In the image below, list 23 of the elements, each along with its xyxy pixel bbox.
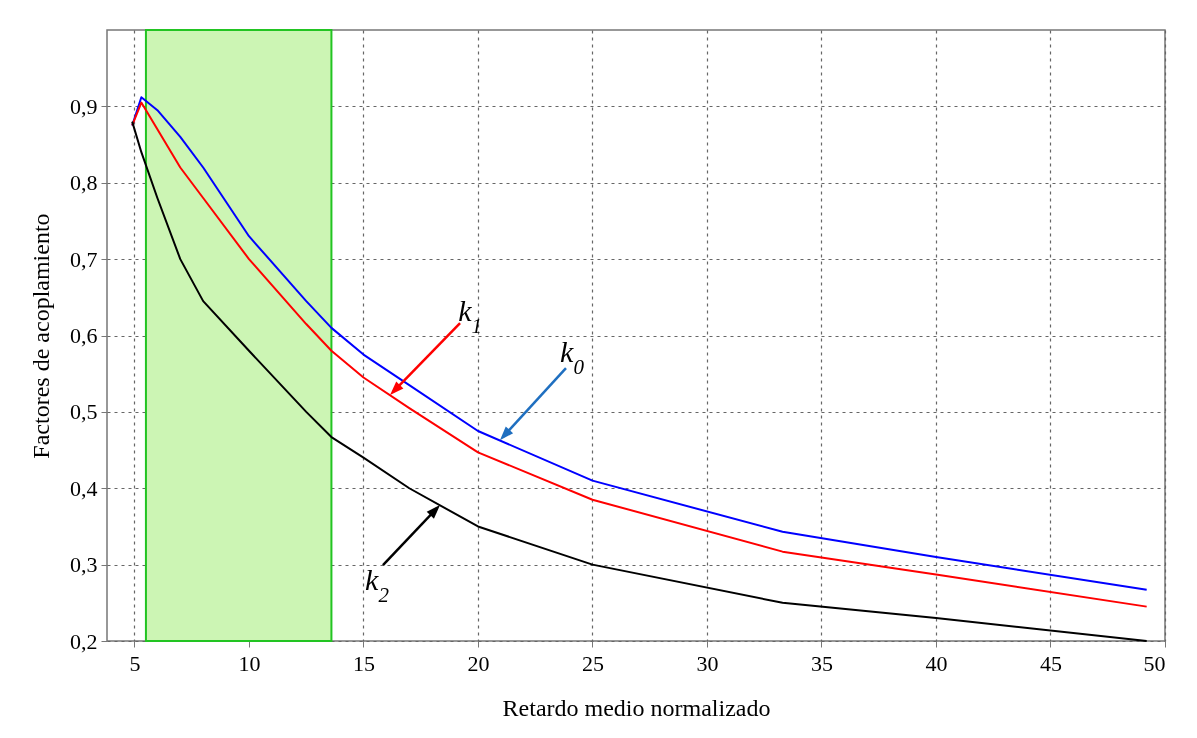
annotation: k$_{0}$ <box>560 335 585 380</box>
x-tick-label: 50 <box>1143 650 1166 676</box>
y-tick-label: 0,4 <box>70 475 98 501</box>
x-tick-label: 45 <box>1040 650 1062 676</box>
x-tick-label: 5 <box>129 650 141 676</box>
x-tick-label: 25 <box>581 650 604 676</box>
x-tick-label: 10 <box>238 650 261 676</box>
x-axis-title: Retardo medio normalizado <box>502 694 771 721</box>
y-tick-label: 0,3 <box>70 552 98 578</box>
y-tick-label: 0,6 <box>70 323 98 348</box>
y-tick-label: 0,5 <box>70 399 98 425</box>
y-tick-label: 0,9 <box>70 93 98 119</box>
annotation: k$_{1}$ <box>458 294 482 339</box>
x-tick-label: 20 <box>467 650 490 676</box>
x-tick-label: 15 <box>352 650 375 676</box>
y-tick-label: 0,8 <box>70 170 98 196</box>
y-axis-title: Factores de acoplamiento <box>28 213 54 459</box>
x-tick-label: 30 <box>696 650 719 676</box>
annotation: k$_{2}$ <box>365 563 390 608</box>
x-tick-label: 40 <box>925 650 948 676</box>
x-tick-label: 35 <box>810 650 833 676</box>
y-tick-label: 0,7 <box>70 246 98 272</box>
y-tick-label: 0,2 <box>70 628 98 654</box>
